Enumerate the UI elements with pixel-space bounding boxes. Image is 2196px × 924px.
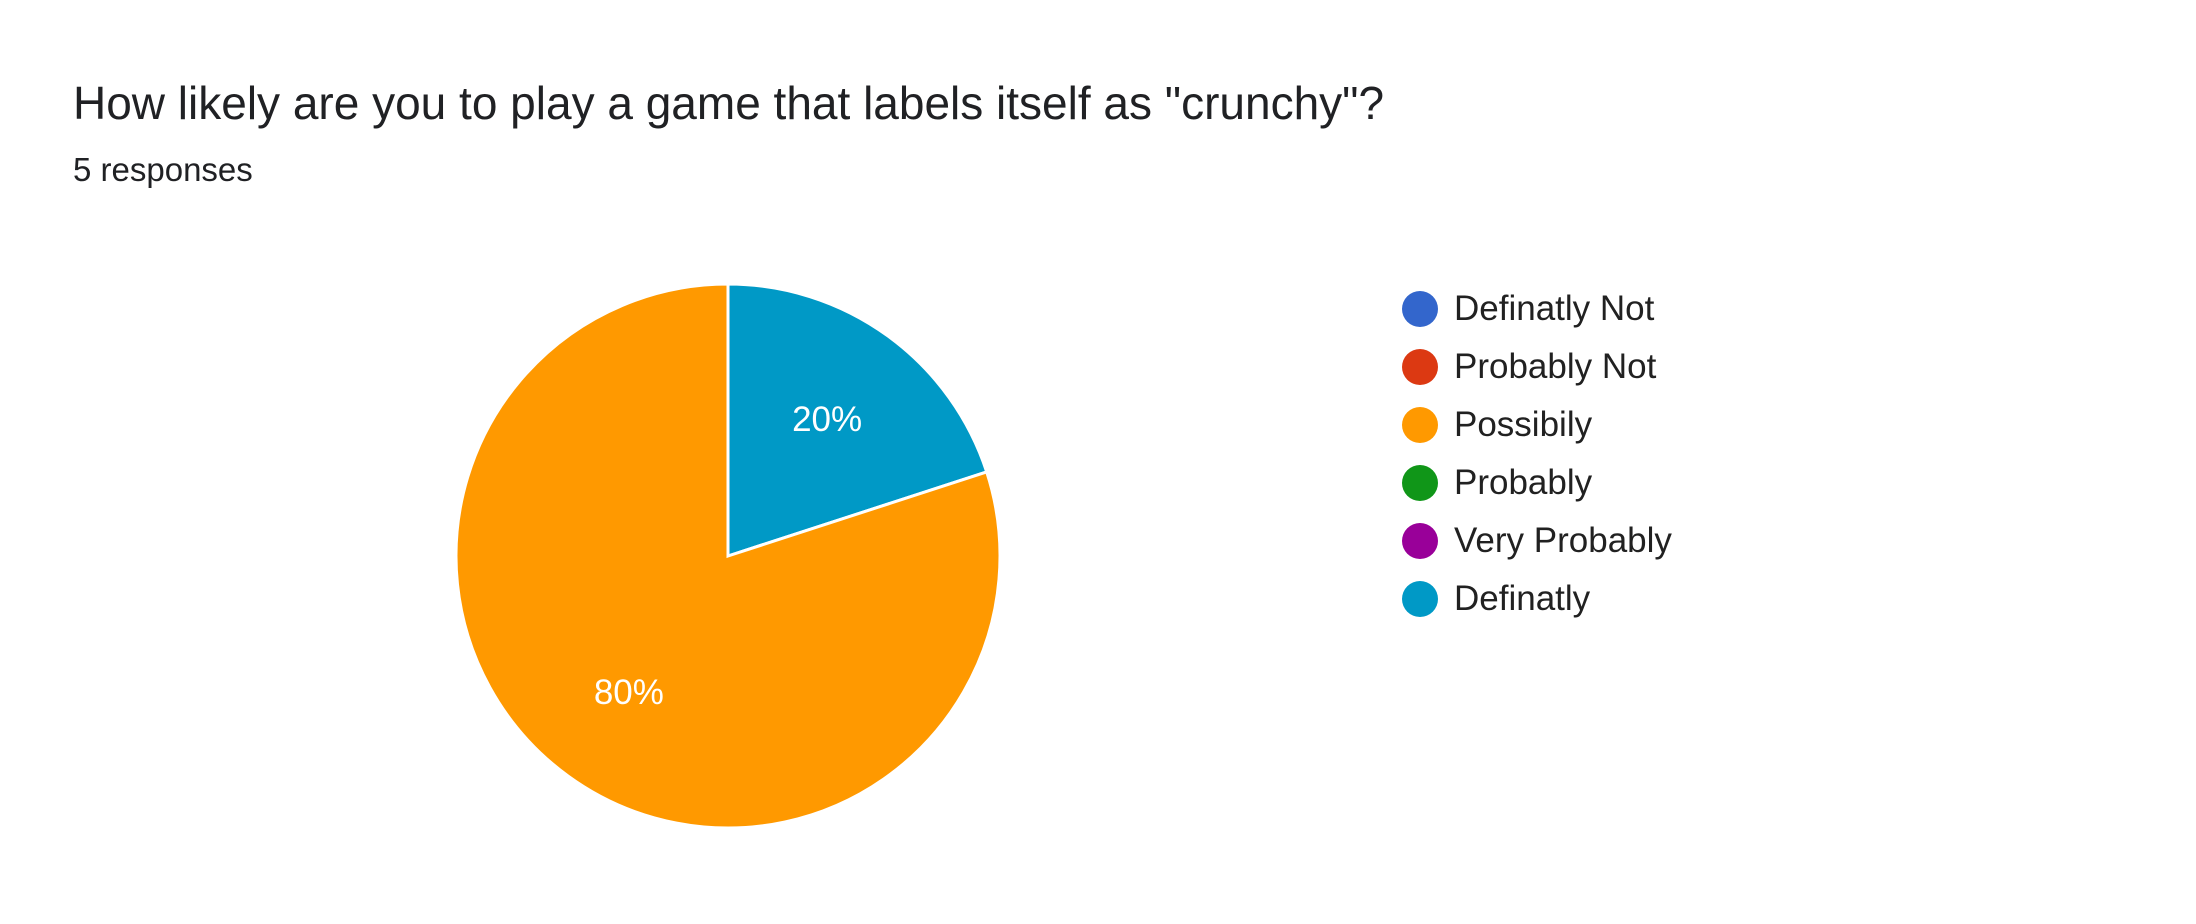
chart-legend: Definatly Not Probably Not Possibily Probab… [1402, 280, 1672, 628]
legend-label: Probably [1454, 463, 1593, 502]
slice-label-possibily: 80% [594, 673, 664, 712]
slice-label-definatly: 20% [792, 400, 862, 439]
legend-swatch-icon [1402, 291, 1438, 327]
legend-swatch-icon [1402, 465, 1438, 501]
response-count: 5 responses [73, 151, 253, 188]
legend-label: Definatly Not [1454, 289, 1655, 328]
legend-swatch-icon [1402, 523, 1438, 559]
legend-item-possibily[interactable]: Possibily [1402, 396, 1672, 454]
legend-item-very-probably[interactable]: Very Probably [1402, 512, 1672, 570]
legend-swatch-icon [1402, 349, 1438, 385]
chart-title: How likely are you to play a game that l… [73, 77, 1385, 129]
legend-item-definatly-not[interactable]: Definatly Not [1402, 280, 1672, 338]
legend-swatch-icon [1402, 581, 1438, 617]
legend-item-definatly[interactable]: Definatly [1402, 570, 1672, 628]
legend-item-probably[interactable]: Probably [1402, 454, 1672, 512]
legend-label: Definatly [1454, 579, 1591, 618]
legend-label: Very Probably [1454, 521, 1672, 560]
legend-label: Probably Not [1454, 347, 1657, 386]
legend-label: Possibily [1454, 405, 1593, 444]
legend-swatch-icon [1402, 407, 1438, 443]
legend-item-probably-not[interactable]: Probably Not [1402, 338, 1672, 396]
pie-slice-definatly[interactable] [726, 282, 989, 559]
pie-slice-possibily[interactable] [454, 282, 1002, 830]
